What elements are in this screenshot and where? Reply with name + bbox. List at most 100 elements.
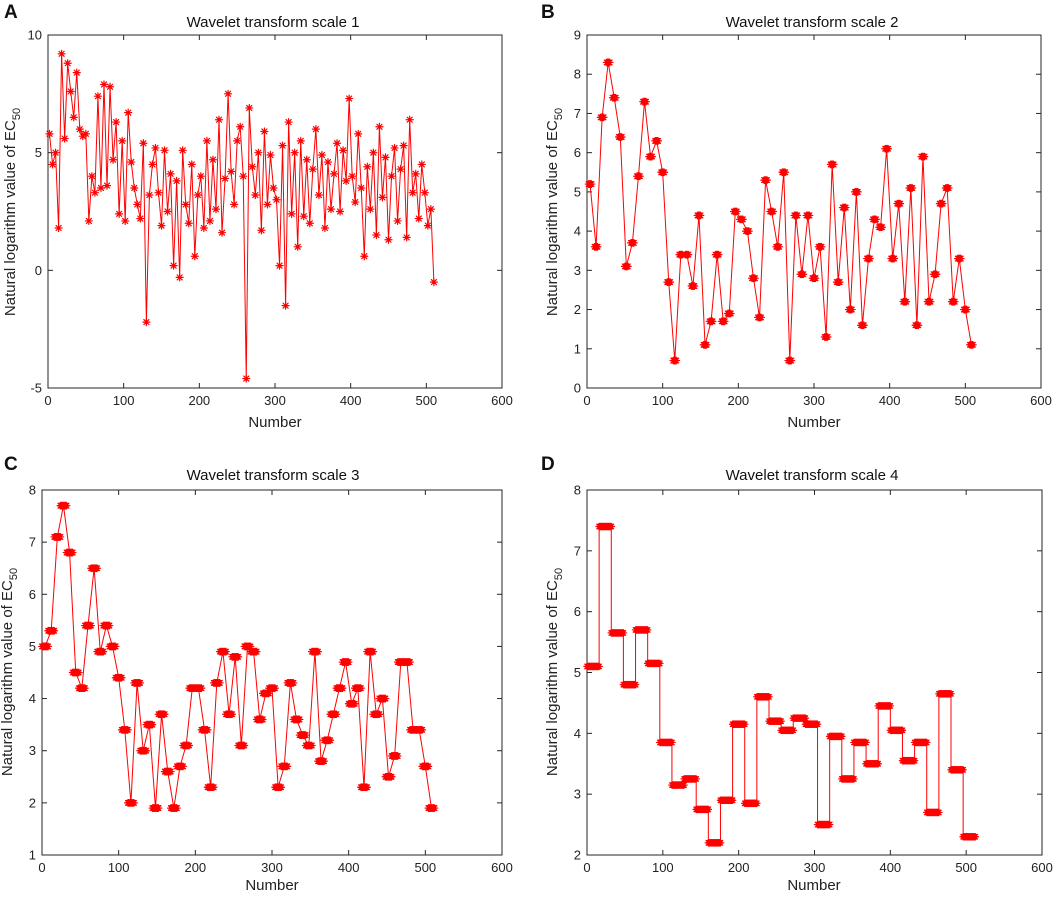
- data-point: [668, 738, 676, 747]
- data-point: [62, 501, 71, 510]
- y-axis-label-subscript: 50: [11, 108, 23, 120]
- x-tick-label: 200: [184, 860, 206, 875]
- data-point: [236, 122, 245, 131]
- y-tick-label: 5: [574, 665, 581, 680]
- data-point: [617, 133, 626, 141]
- data-point: [332, 139, 342, 148]
- data-point: [369, 647, 378, 656]
- data-point: [692, 775, 700, 783]
- data-point: [420, 188, 429, 197]
- data-point: [105, 621, 114, 630]
- y-tick-label: 4: [574, 726, 581, 741]
- data-point: [738, 215, 747, 224]
- data-point: [115, 209, 124, 218]
- data-point: [656, 659, 664, 668]
- chart-title: Wavelet transform scale 4: [726, 467, 899, 484]
- x-tick-label: 100: [113, 393, 135, 408]
- data-point: [799, 270, 808, 279]
- x-tick-label: 300: [803, 393, 825, 408]
- data-point: [611, 93, 620, 102]
- data-point: [314, 190, 323, 200]
- series-line: [589, 62, 972, 361]
- data-point: [351, 197, 360, 207]
- data-point: [720, 317, 729, 326]
- data-point: [172, 176, 181, 186]
- y-axis-label-subscript: 50: [553, 108, 565, 120]
- data-point: [381, 694, 390, 703]
- data-point: [866, 254, 874, 263]
- y-ticks: 1 2 3 4 5 6 7 8: [29, 483, 502, 863]
- y-tick-label: 3: [29, 743, 36, 758]
- data-point: [124, 108, 133, 117]
- data-point: [317, 150, 327, 160]
- data-point: [728, 796, 737, 805]
- data-point: [329, 169, 339, 178]
- data-point: [862, 738, 870, 747]
- data-point: [769, 207, 778, 216]
- data-point: [408, 188, 417, 197]
- data-point: [860, 321, 868, 330]
- y-ticks: 0 1 2 3 4 5 6 7 8 9: [574, 28, 1041, 396]
- data-point: [266, 150, 275, 160]
- data-point: [387, 772, 396, 781]
- data-point: [850, 775, 858, 783]
- data-point: [775, 242, 784, 251]
- data-point: [217, 228, 227, 237]
- data-point: [228, 710, 237, 719]
- plot-frame: [586, 34, 1042, 389]
- data-point: [258, 715, 267, 724]
- panel-d: D Wavelet transform scale 4 0 100 200 300 40…: [541, 454, 1053, 894]
- panel-letter-c: C: [4, 454, 18, 475]
- data-point: [396, 165, 405, 174]
- series-line: [587, 526, 976, 844]
- y-tick-label: 2: [29, 795, 36, 810]
- series-scale-4: [583, 522, 980, 847]
- y-tick-label: 6: [574, 145, 581, 160]
- data-point: [326, 205, 336, 214]
- data-point: [619, 629, 628, 637]
- y-tick-label: 3: [574, 263, 581, 278]
- data-point: [587, 180, 596, 188]
- y-tick-label: -5: [30, 381, 42, 396]
- data-point: [950, 297, 959, 306]
- data-point: [283, 762, 292, 771]
- data-point: [890, 254, 899, 263]
- data-point: [914, 321, 923, 330]
- data-point: [272, 195, 281, 204]
- data-point: [390, 143, 399, 153]
- data-point: [922, 738, 931, 747]
- data-point: [60, 134, 69, 143]
- data-point: [896, 199, 905, 208]
- data-point: [357, 183, 366, 193]
- plot-frame: [586, 489, 1043, 856]
- data-point: [623, 262, 632, 271]
- data-point: [690, 282, 699, 290]
- data-point: [630, 238, 638, 247]
- data-point: [605, 58, 614, 67]
- data-point: [311, 125, 320, 134]
- data-point: [145, 190, 154, 200]
- data-point: [211, 205, 221, 214]
- data-point: [196, 172, 205, 181]
- data-point: [66, 87, 75, 96]
- data-point: [726, 309, 735, 318]
- data-point: [372, 230, 381, 240]
- data-point: [245, 103, 254, 113]
- y-axis-label-main: Natural logarithm value of EC: [2, 120, 19, 316]
- data-point: [781, 168, 790, 177]
- data-point: [648, 152, 656, 161]
- x-tick-label: 500: [414, 860, 436, 875]
- data-point: [301, 731, 310, 739]
- y-tick-label: 7: [574, 106, 581, 121]
- panel-a: A Wavelet transform scale 1 0 100 200 300 40…: [2, 2, 513, 431]
- data-point: [223, 89, 233, 98]
- y-axis-label-main: Natural logarithm value of EC: [0, 580, 16, 776]
- y-tick-label: 4: [574, 224, 581, 239]
- y-tick-label: 8: [29, 483, 36, 498]
- data-point: [672, 356, 681, 365]
- data-point: [197, 684, 206, 693]
- data-point: [320, 223, 330, 233]
- data-point: [44, 642, 53, 651]
- data-point: [426, 205, 435, 214]
